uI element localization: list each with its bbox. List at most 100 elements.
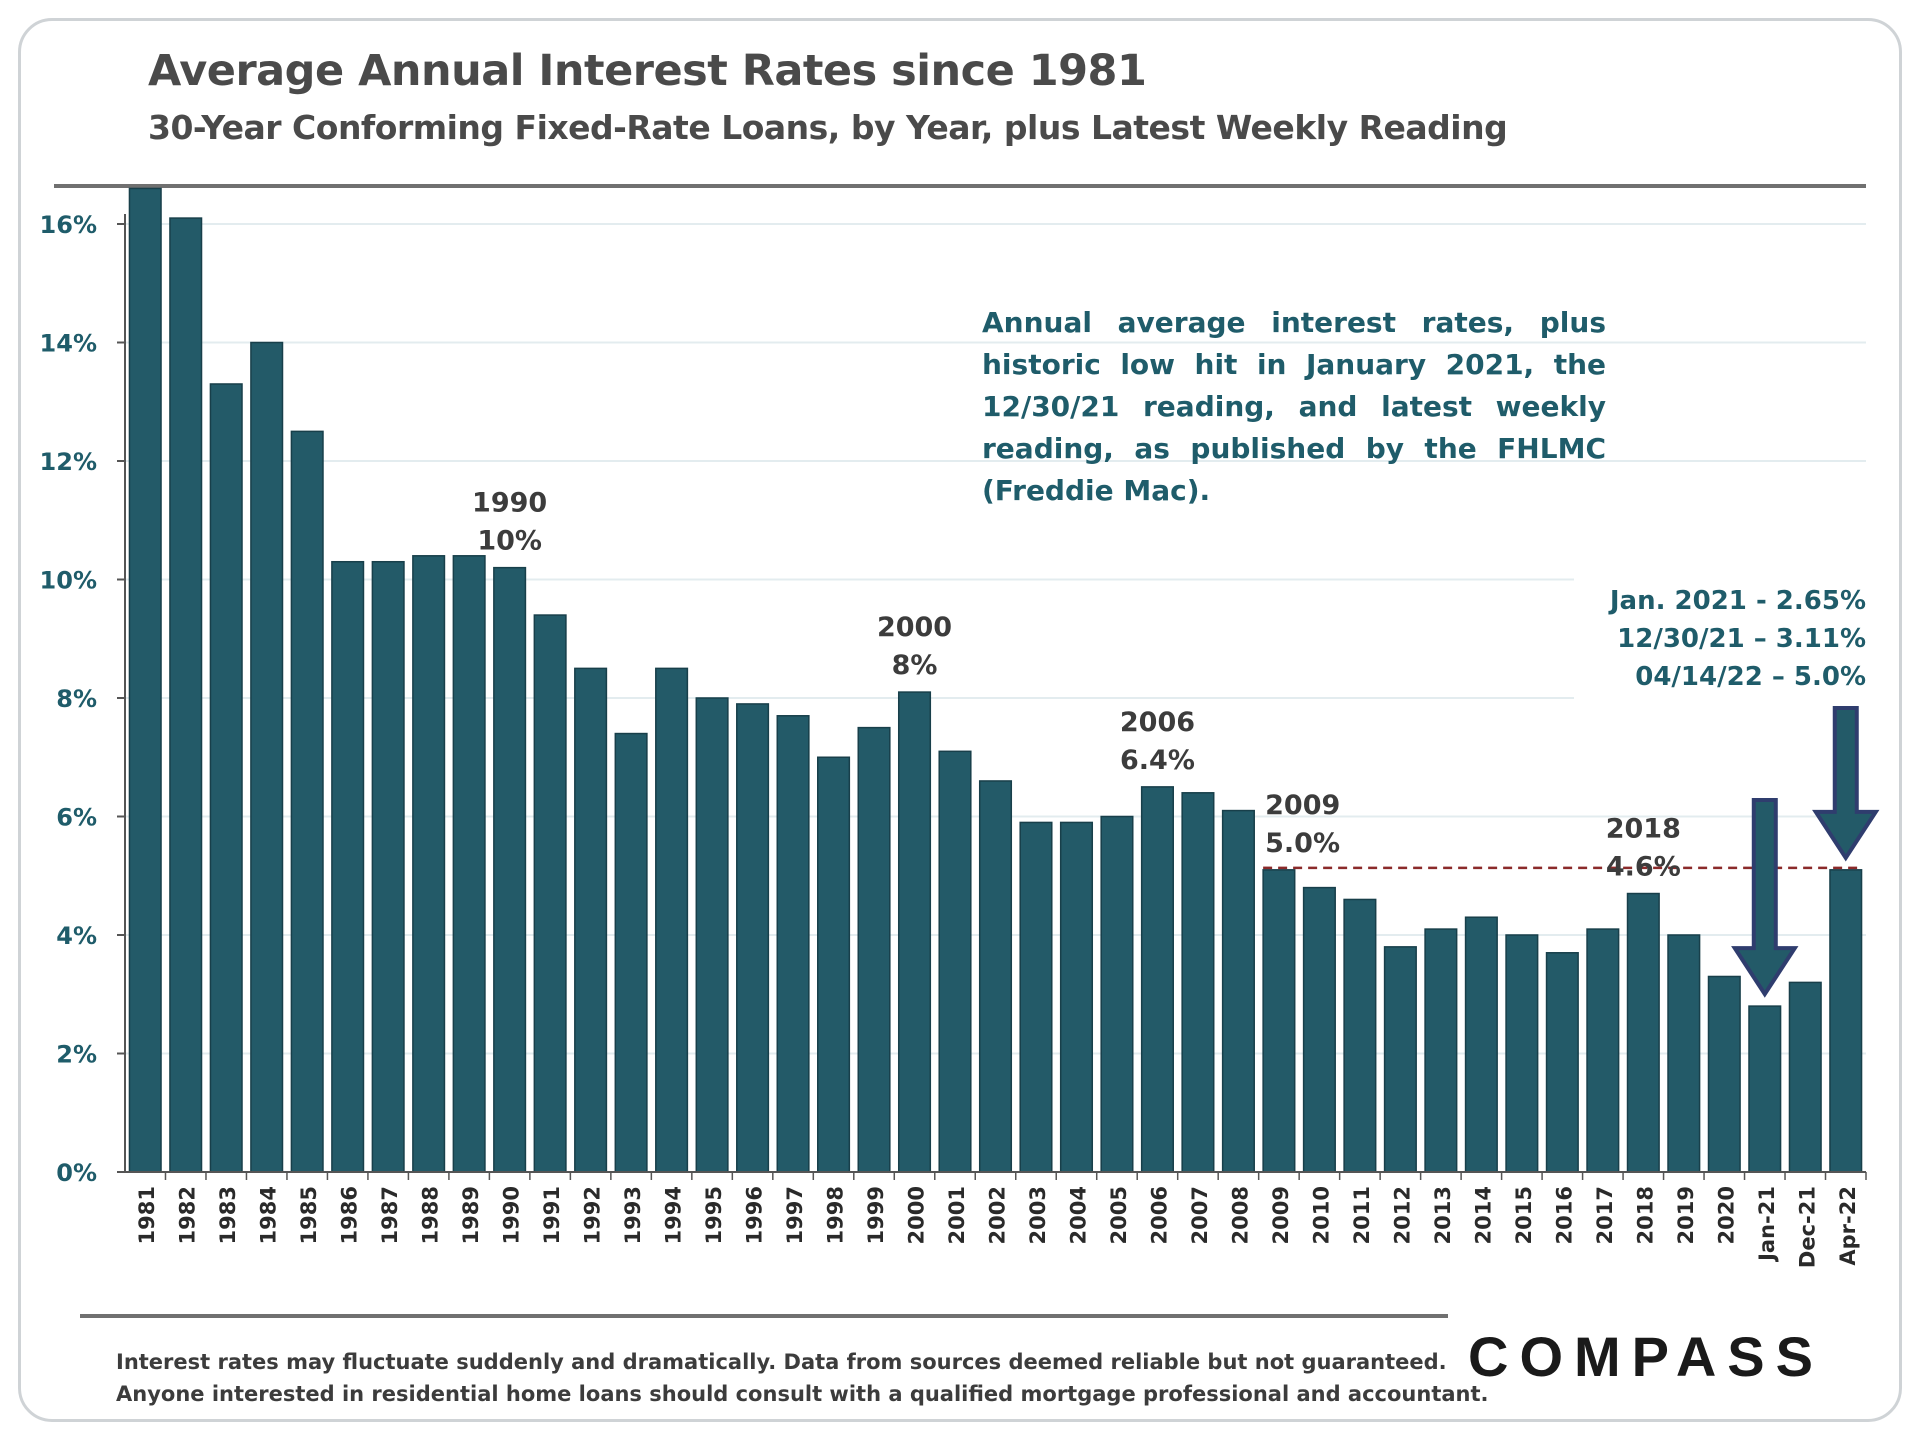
latest-reading-dec-2021: 12/30/21 – 3.11%	[1617, 624, 1866, 654]
disclaimer-line-1: Interest rates may fluctuate suddenly an…	[116, 1350, 1447, 1374]
bar-1998	[817, 756, 851, 1173]
annotation-year-2000: 2000	[877, 612, 952, 643]
bar-2010	[1302, 886, 1336, 1173]
x-tick-label-1982: 1982	[176, 1186, 200, 1244]
bar-1987	[371, 560, 405, 1173]
x-tick-label-2000: 2000	[905, 1186, 929, 1244]
x-tick-label-2002: 2002	[986, 1186, 1010, 1244]
x-tick-label-1991: 1991	[540, 1186, 564, 1244]
bar-2009	[1262, 869, 1296, 1173]
bar-2016	[1545, 952, 1579, 1173]
x-tick-label-2010: 2010	[1309, 1186, 1333, 1244]
annotation-value-2009: 5.0%	[1265, 828, 1340, 859]
bar-2002	[978, 780, 1013, 1173]
footer-divider	[80, 1314, 1448, 1318]
annotation-value-2006: 6.4%	[1120, 745, 1195, 776]
x-tick-label-2018: 2018	[1633, 1186, 1657, 1244]
x-tick-label-1999: 1999	[864, 1186, 888, 1244]
y-tick-label: 14%	[40, 330, 97, 358]
x-tick-label-1990: 1990	[500, 1186, 524, 1244]
bar-2000	[897, 691, 932, 1173]
latest-reading-apr-2022: 04/14/22 – 5.0%	[1635, 662, 1866, 692]
bar-2005	[1100, 815, 1134, 1173]
x-tick-label-1983: 1983	[216, 1186, 240, 1244]
x-tick-label-1986: 1986	[338, 1186, 362, 1244]
bar-1983	[209, 383, 243, 1173]
x-tick-label-1988: 1988	[419, 1186, 443, 1244]
x-tick-label-2006: 2006	[1147, 1186, 1171, 1244]
chart-subtitle: 30-Year Conforming Fixed-Rate Loans, by …	[148, 108, 1508, 147]
bar-1999	[857, 726, 891, 1173]
bar-1994	[655, 667, 689, 1173]
axes: 0% 2% 4% 6% 8% 10% 12% 14% 16% 1981 1982 1983 1984 19…	[40, 211, 1867, 1268]
x-tick-label-Jan-21: Jan-21	[1755, 1186, 1779, 1263]
bar-2013	[1424, 928, 1458, 1173]
bar-2017	[1586, 928, 1620, 1173]
x-tick-label-2017: 2017	[1593, 1186, 1617, 1244]
bar-Jan-21	[1748, 1005, 1782, 1173]
x-tick-label-2019: 2019	[1674, 1186, 1698, 1244]
annotation-value-2018: 4.6%	[1606, 852, 1681, 883]
x-tick-label-2014: 2014	[1471, 1186, 1495, 1244]
annotation-year-1990: 1990	[472, 488, 547, 519]
x-tick-label-1997: 1997	[783, 1186, 807, 1244]
x-tick-label-2007: 2007	[1188, 1186, 1212, 1244]
chart-note: Annual average interest rates, plus hist…	[982, 306, 1606, 507]
annotations: 1990 10% 2000 8% 2006 6.4% 2009 5.0% 2018 4.6%	[472, 488, 1681, 883]
annotation-value-2000: 8%	[892, 650, 938, 681]
bar-1984	[250, 341, 284, 1173]
bar-1982	[169, 217, 203, 1173]
bar-2003	[1019, 821, 1053, 1173]
x-tick-label-Dec-21: Dec-21	[1795, 1186, 1819, 1268]
x-tick-label-2020: 2020	[1714, 1186, 1738, 1244]
arrow-Apr-22	[1812, 706, 1880, 862]
latest-readings-box: Jan. 2021 - 2.65% 12/30/21 – 3.11% 04/14…	[1574, 578, 1866, 700]
bar-2006	[1140, 786, 1174, 1173]
bar-1989	[452, 555, 486, 1173]
x-tick-label-2013: 2013	[1431, 1186, 1455, 1244]
arrows	[1731, 706, 1880, 998]
y-tick-label: 4%	[56, 922, 97, 950]
bar-2014	[1464, 916, 1498, 1173]
bar-1986	[331, 560, 365, 1173]
bar-2015	[1505, 934, 1539, 1173]
x-tick-label-2011: 2011	[1350, 1186, 1374, 1244]
x-tick-label-1984: 1984	[257, 1186, 281, 1244]
bar-Apr-22	[1829, 869, 1863, 1173]
bar-2019	[1667, 934, 1701, 1173]
x-tick-label-1981: 1981	[135, 1186, 159, 1244]
bar-2004	[1059, 821, 1094, 1173]
annotation-value-1990: 10%	[477, 526, 542, 557]
y-tick-label: 16%	[40, 211, 97, 239]
bar-1995	[695, 697, 729, 1173]
x-tick-label-2016: 2016	[1552, 1186, 1576, 1244]
y-tick-label: 6%	[56, 804, 97, 832]
bar-1990	[493, 566, 527, 1173]
disclaimer: Interest rates may fluctuate suddenly an…	[116, 1346, 1489, 1410]
x-tick-label-2012: 2012	[1390, 1186, 1414, 1244]
bar-2018	[1626, 892, 1660, 1173]
x-tick-label-1987: 1987	[378, 1186, 402, 1244]
x-tick-label-1995: 1995	[702, 1186, 726, 1244]
x-tick-label-2009: 2009	[1269, 1186, 1293, 1244]
y-tick-label: 12%	[40, 448, 97, 476]
bar-1992	[574, 667, 608, 1173]
x-tick-label-2003: 2003	[1026, 1186, 1050, 1244]
x-tick-label-2008: 2008	[1228, 1186, 1252, 1244]
x-tick-label-2015: 2015	[1512, 1186, 1536, 1244]
bar-1991	[533, 614, 567, 1173]
latest-reading-jan-2021: Jan. 2021 - 2.65%	[1609, 586, 1866, 616]
x-tick-label-1989: 1989	[459, 1186, 483, 1244]
bar-2007	[1181, 792, 1215, 1173]
annotation-year-2018: 2018	[1606, 814, 1681, 845]
compass-logo: COMPASS	[1468, 1324, 1836, 1388]
compass-logo-text: COMPASS	[1468, 1325, 1824, 1388]
bar-1985	[290, 430, 324, 1173]
y-tick-label: 10%	[40, 567, 97, 595]
x-tick-label-2004: 2004	[1066, 1186, 1090, 1244]
disclaimer-line-2: Anyone interested in residential home lo…	[116, 1382, 1489, 1406]
bar-1993	[614, 732, 648, 1173]
x-tick-label-1996: 1996	[743, 1186, 767, 1244]
bar-2008	[1221, 809, 1255, 1173]
